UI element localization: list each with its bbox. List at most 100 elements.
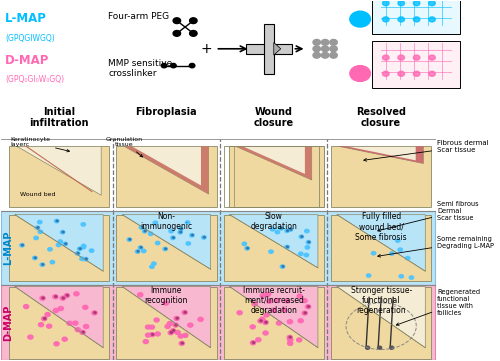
Circle shape bbox=[37, 227, 39, 228]
Circle shape bbox=[414, 17, 420, 22]
Circle shape bbox=[258, 319, 263, 323]
FancyBboxPatch shape bbox=[228, 146, 234, 208]
Circle shape bbox=[250, 325, 256, 329]
Circle shape bbox=[382, 55, 389, 60]
FancyBboxPatch shape bbox=[116, 215, 216, 281]
Circle shape bbox=[269, 250, 273, 253]
Circle shape bbox=[184, 312, 186, 313]
Circle shape bbox=[40, 263, 44, 266]
Text: Fully filled
wound bed/
Some fibrosis: Fully filled wound bed/ Some fibrosis bbox=[356, 212, 407, 242]
FancyBboxPatch shape bbox=[116, 287, 216, 358]
Polygon shape bbox=[124, 146, 208, 194]
Circle shape bbox=[180, 231, 182, 233]
Circle shape bbox=[304, 253, 308, 257]
Circle shape bbox=[288, 338, 293, 342]
Polygon shape bbox=[17, 146, 101, 195]
Circle shape bbox=[406, 256, 410, 260]
Text: Stronger tissue-
functional
regeneration: Stronger tissue- functional regeneration bbox=[350, 286, 412, 315]
Circle shape bbox=[34, 236, 38, 240]
Circle shape bbox=[150, 332, 154, 337]
Circle shape bbox=[38, 230, 42, 234]
Circle shape bbox=[264, 313, 269, 317]
Polygon shape bbox=[230, 287, 318, 348]
Circle shape bbox=[138, 293, 143, 297]
Circle shape bbox=[390, 252, 394, 255]
Circle shape bbox=[308, 241, 310, 243]
Circle shape bbox=[280, 227, 282, 229]
Circle shape bbox=[82, 244, 86, 248]
FancyBboxPatch shape bbox=[319, 146, 324, 208]
Circle shape bbox=[428, 1, 436, 6]
Circle shape bbox=[175, 324, 178, 326]
Circle shape bbox=[398, 248, 402, 251]
Text: D-MAP: D-MAP bbox=[6, 54, 50, 67]
Circle shape bbox=[81, 223, 86, 226]
Circle shape bbox=[82, 331, 84, 333]
Text: (GPQGIWGQ): (GPQGIWGQ) bbox=[6, 34, 55, 43]
Circle shape bbox=[313, 52, 320, 58]
Circle shape bbox=[20, 244, 24, 247]
FancyBboxPatch shape bbox=[264, 23, 274, 74]
Circle shape bbox=[285, 229, 290, 232]
Circle shape bbox=[274, 299, 280, 303]
Circle shape bbox=[428, 55, 436, 60]
Circle shape bbox=[129, 239, 131, 240]
Circle shape bbox=[50, 260, 54, 264]
FancyBboxPatch shape bbox=[372, 42, 460, 88]
Circle shape bbox=[79, 248, 81, 249]
Circle shape bbox=[77, 252, 79, 254]
Circle shape bbox=[24, 305, 28, 309]
Circle shape bbox=[372, 252, 376, 255]
Circle shape bbox=[54, 309, 59, 313]
Circle shape bbox=[76, 252, 80, 255]
Circle shape bbox=[156, 241, 160, 245]
Circle shape bbox=[276, 321, 281, 325]
Circle shape bbox=[137, 251, 139, 252]
Circle shape bbox=[175, 330, 180, 334]
Circle shape bbox=[67, 321, 72, 325]
Circle shape bbox=[246, 247, 248, 249]
Circle shape bbox=[260, 317, 265, 321]
Polygon shape bbox=[122, 287, 210, 348]
Circle shape bbox=[282, 266, 284, 267]
Circle shape bbox=[301, 236, 303, 237]
Circle shape bbox=[179, 342, 184, 345]
Text: Regenerated
functional
tissue with
follicles: Regenerated functional tissue with folli… bbox=[396, 289, 480, 325]
Circle shape bbox=[170, 331, 172, 334]
Circle shape bbox=[280, 265, 284, 268]
Circle shape bbox=[322, 39, 329, 45]
Circle shape bbox=[42, 297, 44, 299]
Circle shape bbox=[398, 71, 404, 76]
Circle shape bbox=[146, 325, 150, 329]
Circle shape bbox=[378, 346, 382, 349]
Circle shape bbox=[204, 236, 206, 238]
Text: Keratinocyte
layerc: Keratinocyte layerc bbox=[10, 136, 70, 152]
Circle shape bbox=[313, 39, 320, 45]
Circle shape bbox=[252, 302, 257, 306]
Circle shape bbox=[146, 333, 150, 337]
Circle shape bbox=[58, 306, 64, 310]
Polygon shape bbox=[236, 146, 312, 180]
Circle shape bbox=[181, 342, 184, 344]
Circle shape bbox=[190, 234, 194, 237]
Circle shape bbox=[52, 295, 58, 299]
Circle shape bbox=[170, 329, 175, 333]
Circle shape bbox=[390, 346, 394, 349]
Circle shape bbox=[74, 292, 79, 296]
Text: L-MAP: L-MAP bbox=[2, 231, 12, 265]
FancyBboxPatch shape bbox=[9, 146, 109, 208]
Circle shape bbox=[266, 299, 272, 303]
Circle shape bbox=[414, 1, 420, 6]
Circle shape bbox=[62, 337, 68, 341]
FancyBboxPatch shape bbox=[9, 215, 109, 281]
Circle shape bbox=[183, 333, 188, 338]
Circle shape bbox=[297, 294, 302, 298]
Circle shape bbox=[410, 276, 414, 279]
Circle shape bbox=[22, 244, 24, 246]
Circle shape bbox=[75, 328, 80, 332]
Polygon shape bbox=[122, 215, 210, 269]
Circle shape bbox=[178, 231, 182, 234]
Circle shape bbox=[278, 227, 283, 230]
Circle shape bbox=[46, 324, 52, 328]
Polygon shape bbox=[339, 146, 423, 164]
